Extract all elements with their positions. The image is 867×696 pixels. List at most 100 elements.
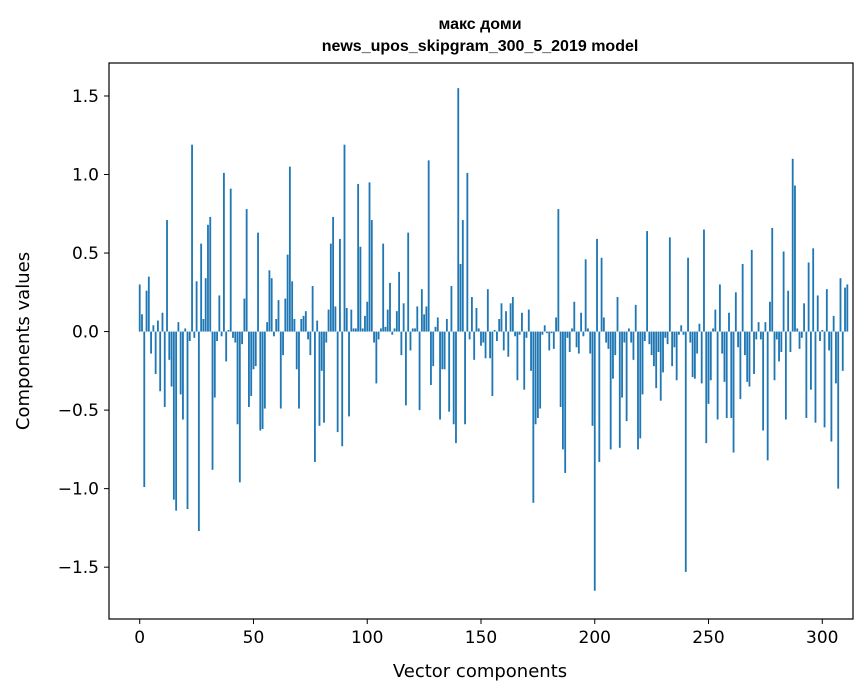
bar: [263, 331, 266, 409]
bar: [163, 331, 166, 407]
bar: [753, 331, 755, 374]
bar: [379, 328, 382, 332]
bar: [405, 331, 407, 406]
chart-title: макс доми: [438, 16, 521, 33]
bar: [441, 331, 444, 370]
bar: [502, 331, 505, 351]
bar: [527, 309, 530, 332]
bar: [250, 331, 253, 396]
bar: [284, 298, 287, 332]
bar: [568, 331, 571, 352]
bar: [582, 331, 585, 337]
bar: [191, 144, 193, 332]
bar: [684, 331, 687, 572]
bar: [755, 331, 758, 340]
bar: [819, 331, 821, 341]
bar: [505, 311, 507, 332]
bar: [757, 322, 760, 332]
bar: [559, 331, 562, 407]
bar: [243, 298, 246, 332]
bar: [354, 328, 357, 332]
bar: [766, 331, 769, 461]
bar: [461, 220, 464, 332]
bar: [830, 331, 833, 442]
x-tick-label: 300: [806, 628, 838, 648]
bar: [229, 188, 232, 332]
bar: [700, 331, 703, 384]
bar: [225, 331, 228, 362]
x-tick-label: 150: [465, 628, 497, 648]
bar: [357, 183, 360, 332]
bar: [232, 331, 234, 338]
bar: [725, 331, 728, 418]
bar: [329, 243, 332, 332]
bar: [562, 331, 564, 450]
bar: [307, 331, 309, 340]
bar: [261, 331, 264, 429]
bar: [828, 331, 831, 351]
bar: [698, 323, 701, 332]
bar: [589, 331, 592, 354]
bar: [241, 331, 244, 345]
bar: [671, 331, 674, 367]
bar: [800, 331, 803, 338]
bar: [552, 331, 555, 349]
bar: [234, 331, 237, 343]
bar: [400, 331, 403, 356]
bar: [420, 289, 423, 332]
bar: [543, 325, 546, 332]
bar: [668, 237, 671, 332]
bar: [291, 281, 294, 332]
bar: [236, 331, 239, 425]
bar: [393, 328, 396, 332]
bar: [839, 278, 842, 332]
bar: [145, 290, 148, 332]
bar: [288, 166, 291, 332]
bar: [675, 331, 678, 381]
bar: [452, 331, 455, 425]
bar: [782, 251, 785, 332]
bar: [455, 331, 457, 444]
bar: [366, 301, 369, 332]
bar: [607, 331, 610, 349]
bar: [295, 331, 298, 370]
bar: [678, 331, 680, 335]
bar: [202, 319, 205, 332]
bar: [637, 331, 639, 450]
bar: [245, 209, 248, 332]
bar: [188, 331, 191, 341]
bar: [227, 330, 230, 332]
bar: [220, 331, 223, 337]
bar: [546, 331, 548, 334]
bar: [632, 331, 635, 360]
bar: [211, 331, 214, 470]
bar-series: [138, 88, 849, 591]
bar: [662, 331, 664, 373]
bar: [691, 331, 694, 378]
bar: [621, 331, 623, 398]
bar: [664, 331, 667, 338]
bar: [300, 319, 303, 332]
bar: [445, 319, 448, 332]
bar: [557, 209, 560, 332]
bar: [759, 331, 762, 340]
bar: [359, 246, 362, 332]
bar: [666, 331, 669, 345]
bar: [411, 328, 414, 332]
bar: [511, 297, 514, 332]
bar: [213, 331, 216, 398]
y-tick-label: 1.5: [72, 87, 99, 107]
bar: [500, 303, 503, 332]
bar: [327, 309, 330, 332]
bar: [798, 331, 801, 349]
bar: [298, 331, 300, 409]
bar: [835, 331, 837, 384]
bar: [361, 328, 364, 332]
bar: [197, 331, 200, 532]
bar: [409, 331, 412, 351]
bar: [812, 248, 815, 332]
bar: [377, 331, 380, 340]
bar: [304, 311, 307, 332]
bar: [200, 243, 203, 332]
bar: [687, 257, 689, 332]
